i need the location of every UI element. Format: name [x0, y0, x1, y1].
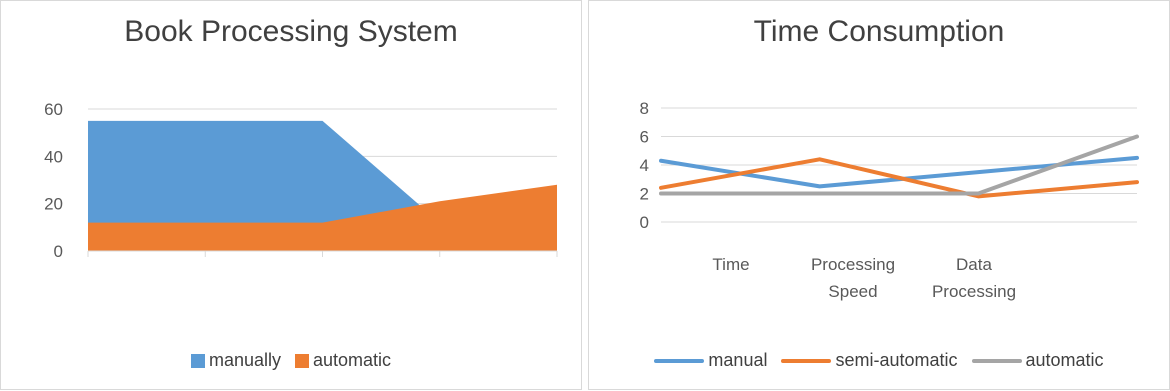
- legend-swatch-semi-automatic: [781, 359, 831, 363]
- legend-swatch-manually: [191, 354, 205, 368]
- legend-item-semi-automatic: semi-automatic: [781, 350, 957, 371]
- x-category-label: Time: [712, 255, 749, 274]
- legend-label-automatic: automatic: [313, 350, 391, 371]
- x-category-label: Data Processing: [932, 255, 1016, 301]
- legend-label-manual: manual: [708, 350, 767, 371]
- y-tick-label: 40: [44, 147, 63, 166]
- y-tick-label: 4: [640, 156, 649, 175]
- legend-label-automatic-line: automatic: [1026, 350, 1104, 371]
- area-chart-legend: manually automatic: [1, 350, 581, 371]
- x-category-label: Processing Speed: [811, 255, 895, 301]
- legend-item-manually: manually: [191, 350, 281, 371]
- y-tick-label: 60: [44, 100, 63, 119]
- y-tick-label: 8: [640, 99, 649, 118]
- legend-swatch-manual: [654, 359, 704, 363]
- y-tick-label: 0: [640, 213, 649, 232]
- legend-label-manually: manually: [209, 350, 281, 371]
- legend-swatch-automatic: [295, 354, 309, 368]
- area-chart-svg: 0 20 40 60: [1, 1, 583, 391]
- line-chart-svg: 0 2 4 6 8 Time Processing Speed Data Processing: [589, 1, 1170, 391]
- y-tick-label: 0: [54, 242, 63, 261]
- legend-swatch-automatic-line: [972, 359, 1022, 363]
- y-tick-label: 2: [640, 185, 649, 204]
- line-chart-panel: Time Consumption 0 2 4 6 8 Time Processing Spee…: [588, 0, 1170, 390]
- legend-item-automatic-line: automatic: [972, 350, 1104, 371]
- area-chart-panel: Book Processing System 0 20 40 60 manually …: [0, 0, 582, 390]
- line-chart-legend: manual semi-automatic automatic: [589, 350, 1169, 371]
- legend-item-automatic: automatic: [295, 350, 391, 371]
- legend-label-semi-automatic: semi-automatic: [835, 350, 957, 371]
- y-tick-label: 20: [44, 195, 63, 214]
- y-tick-label: 6: [640, 128, 649, 147]
- legend-item-manual: manual: [654, 350, 767, 371]
